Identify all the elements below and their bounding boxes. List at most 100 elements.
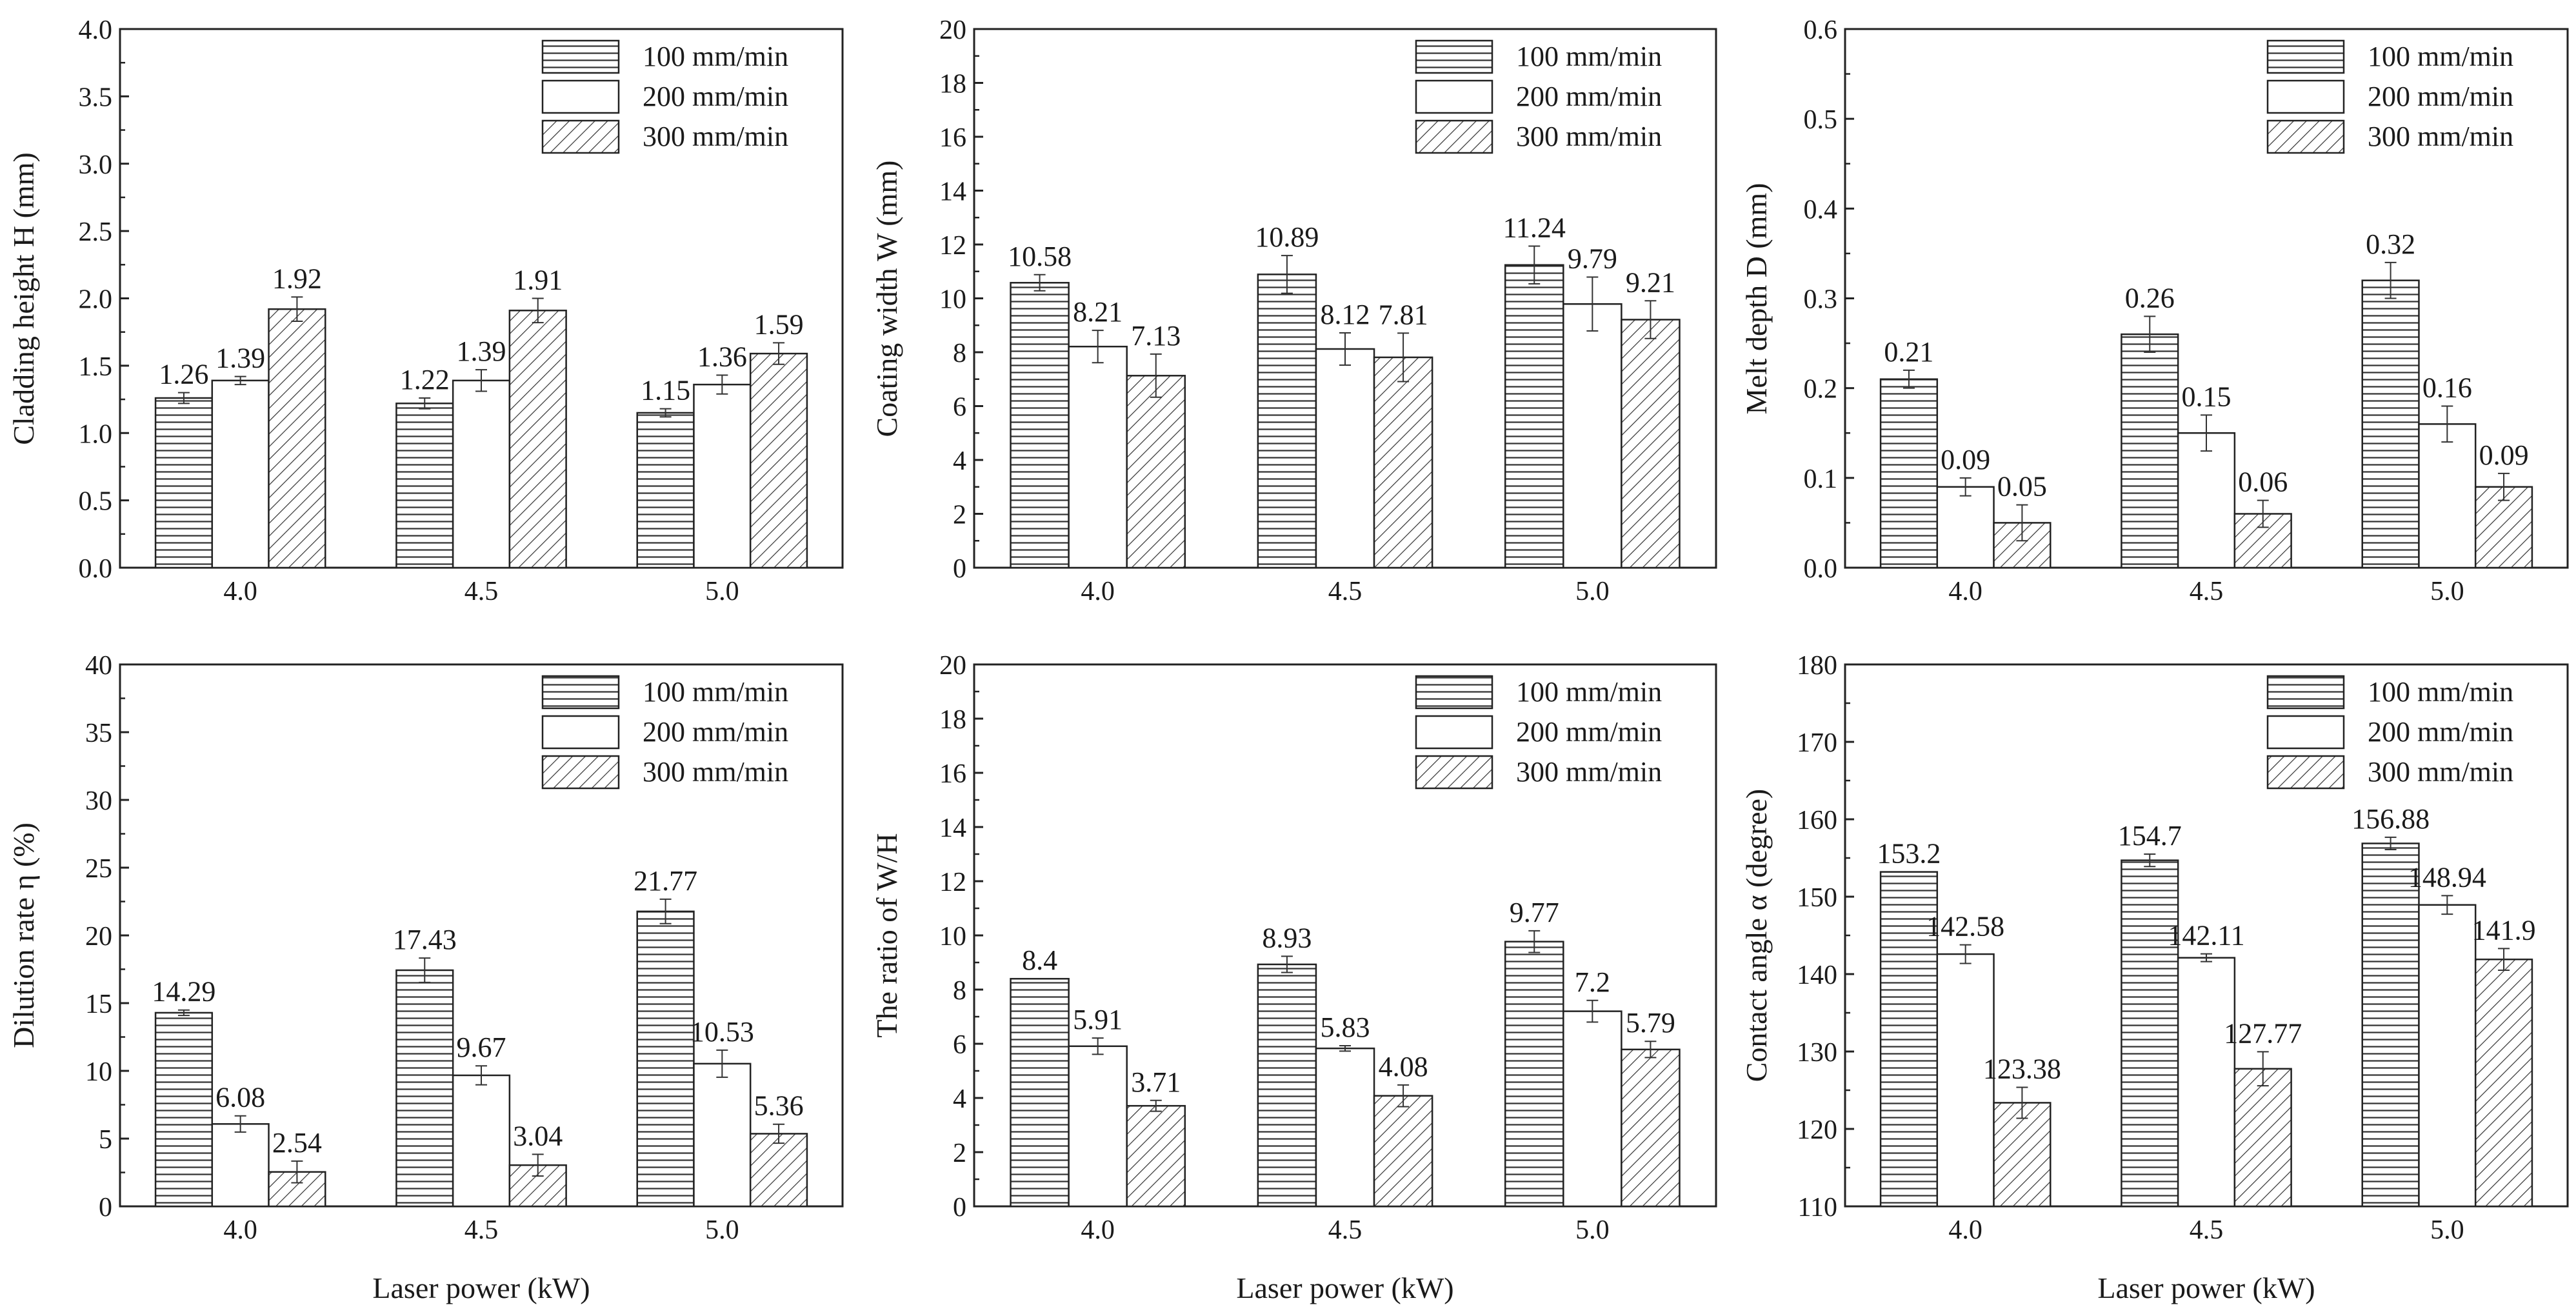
x-tick-label: 5.0 bbox=[1575, 1215, 1610, 1245]
bar-100-mm-min bbox=[2361, 279, 2420, 569]
data-label: 156.88 bbox=[2351, 803, 2430, 835]
bar-200-mm-min bbox=[1068, 345, 1128, 569]
y-tick-label: 35 bbox=[85, 719, 112, 748]
legend: 100 mm/min 200 mm/min 300 mm/min bbox=[1415, 39, 1662, 154]
y-axis-label: Contact angle α (degree) bbox=[1740, 789, 1773, 1082]
bar-100-mm-min bbox=[2121, 859, 2179, 1208]
y-tick-label: 20 bbox=[85, 922, 112, 952]
bar-200-mm-min bbox=[693, 383, 752, 569]
legend-swatch-200-mm-min bbox=[2266, 79, 2345, 114]
y-tick-label: 10 bbox=[939, 922, 966, 952]
bar-200-mm-min bbox=[1936, 486, 1995, 569]
y-tick-label: 15 bbox=[85, 990, 112, 1019]
y-tick-label: 25 bbox=[85, 854, 112, 884]
bar-100-mm-min bbox=[1504, 941, 1564, 1208]
data-label: 0.06 bbox=[2238, 466, 2288, 498]
data-label: 0.26 bbox=[2125, 282, 2175, 314]
bar-100-mm-min bbox=[154, 397, 214, 569]
y-tick-label: 6 bbox=[953, 1030, 966, 1060]
legend-label-100-mm-min: 100 mm/min bbox=[1516, 676, 1662, 708]
data-label: 0.09 bbox=[1941, 444, 1990, 475]
data-label: 17.43 bbox=[393, 924, 457, 955]
y-tick-label: 170 bbox=[1797, 728, 1837, 758]
y-tick-label: 8 bbox=[953, 976, 966, 1006]
data-label: 1.39 bbox=[457, 335, 506, 367]
bar-200-mm-min bbox=[1563, 303, 1622, 569]
bar-group: 14.29 6.082.54 17.43 9.67 3.04 21.77 10.53 5.36 bbox=[152, 865, 808, 1208]
bar-300-mm-min bbox=[1373, 1095, 1433, 1208]
y-tick-label: 12 bbox=[939, 231, 966, 261]
chart-panel-cladding-height: 0.0 0.5 1.0 1.5 2.0 2.5 3.0 3.5 4.0 4.0 4.5 5.0 1.… bbox=[7, 15, 844, 606]
y-axis-label: The ratio of W/H bbox=[870, 833, 903, 1037]
data-label: 1.59 bbox=[754, 308, 804, 340]
x-tick-label: 4.0 bbox=[1081, 1215, 1115, 1245]
data-label: 0.09 bbox=[2479, 439, 2529, 471]
x-tick-label: 4.0 bbox=[223, 577, 257, 606]
x-tick-label: 4.0 bbox=[1081, 577, 1115, 606]
y-tick-label: 4 bbox=[953, 446, 966, 476]
data-label: 10.89 bbox=[1255, 221, 1319, 253]
y-tick-label: 3.5 bbox=[79, 83, 113, 112]
bar-100-mm-min bbox=[154, 1012, 214, 1208]
y-tick-label: 160 bbox=[1797, 806, 1837, 835]
y-axis-label: Dilution rate η (%) bbox=[7, 822, 40, 1048]
bar-300-mm-min bbox=[1993, 1102, 2052, 1208]
bar-group: 8.4 5.91 3.71 8.93 5.83 4.08 9.77 7.2 5.79 bbox=[1010, 897, 1681, 1208]
y-tick-label: 140 bbox=[1797, 961, 1837, 990]
chart-panel-dilution-rate: 0 5 10 15 20 25 30 35 40 4.0 4.5 5.0 14.29 6.082.54… bbox=[7, 651, 844, 1304]
data-label: 7.13 bbox=[1131, 320, 1181, 352]
y-tick-label: 1.0 bbox=[79, 419, 113, 449]
data-label: 141.9 bbox=[2472, 914, 2536, 946]
data-label: 5.91 bbox=[1073, 1004, 1123, 1035]
bar-200-mm-min bbox=[2177, 432, 2236, 569]
data-label: 142.58 bbox=[1926, 911, 2004, 942]
y-tick-label: 10 bbox=[939, 285, 966, 315]
y-tick-label: 150 bbox=[1797, 883, 1837, 913]
x-tick-label: 5.0 bbox=[2430, 577, 2464, 606]
bar-100-mm-min bbox=[1879, 378, 1939, 569]
data-label: 8.4 bbox=[1022, 944, 1057, 976]
x-tick-label: 4.5 bbox=[464, 577, 499, 606]
data-label: 127.77 bbox=[2224, 1017, 2302, 1049]
data-label: 7.81 bbox=[1379, 299, 1428, 330]
x-tick-label: 4.0 bbox=[223, 1215, 257, 1245]
x-axis-label: Laser power (kW) bbox=[2097, 1271, 2315, 1304]
y-tick-label: 0.5 bbox=[79, 487, 113, 517]
legend-swatch-300-mm-min bbox=[1415, 755, 1493, 790]
legend: 100 mm/min 200 mm/min 300 mm/min bbox=[541, 675, 788, 790]
y-tick-label: 5 bbox=[99, 1125, 112, 1155]
bar-300-mm-min bbox=[1621, 1048, 1681, 1208]
x-tick-label: 4.5 bbox=[1328, 577, 1363, 606]
data-label: 8.12 bbox=[1321, 299, 1370, 330]
legend-label-100-mm-min: 100 mm/min bbox=[2368, 41, 2513, 72]
x-tick-label: 4.5 bbox=[2190, 1215, 2224, 1245]
y-tick-label: 2 bbox=[953, 501, 966, 530]
bar-100-mm-min bbox=[2361, 842, 2420, 1208]
legend-label-300-mm-min: 300 mm/min bbox=[1516, 756, 1662, 788]
y-tick-label: 2 bbox=[953, 1139, 966, 1168]
x-tick-label: 4.5 bbox=[464, 1215, 499, 1245]
data-label: 0.21 bbox=[1884, 336, 1933, 368]
bar-group: 10.588.217.13 10.89 8.12 7.81 11.249.79 9.21 bbox=[1008, 212, 1681, 569]
y-tick-label: 14 bbox=[939, 177, 966, 207]
data-label: 5.83 bbox=[1321, 1012, 1370, 1043]
legend-label-100-mm-min: 100 mm/min bbox=[643, 676, 788, 708]
legend-swatch-300-mm-min bbox=[2266, 119, 2345, 154]
legend-swatch-100-mm-min bbox=[1415, 675, 1493, 710]
bar-300-mm-min bbox=[749, 352, 808, 569]
legend-label-100-mm-min: 100 mm/min bbox=[2368, 676, 2513, 708]
legend-swatch-200-mm-min bbox=[1415, 79, 1493, 114]
x-tick-label: 4.0 bbox=[1948, 577, 1982, 606]
bar-group: 153.2 142.58 123.38 154.7 142.11 127.77 156.88… bbox=[1877, 803, 2536, 1208]
bar-300-mm-min bbox=[749, 1133, 808, 1208]
data-label: 9.77 bbox=[1510, 897, 1559, 928]
y-tick-label: 12 bbox=[939, 868, 966, 897]
y-tick-label: 2.0 bbox=[79, 285, 113, 315]
y-tick-label: 0.0 bbox=[79, 554, 113, 584]
data-label: 5.36 bbox=[754, 1090, 804, 1122]
bar-200-mm-min bbox=[211, 379, 270, 569]
bar-300-mm-min bbox=[1373, 356, 1433, 569]
bar-group: 1.261.391.921.221.391.911.151.361.59 bbox=[154, 263, 808, 569]
legend-label-200-mm-min: 200 mm/min bbox=[2368, 716, 2513, 748]
